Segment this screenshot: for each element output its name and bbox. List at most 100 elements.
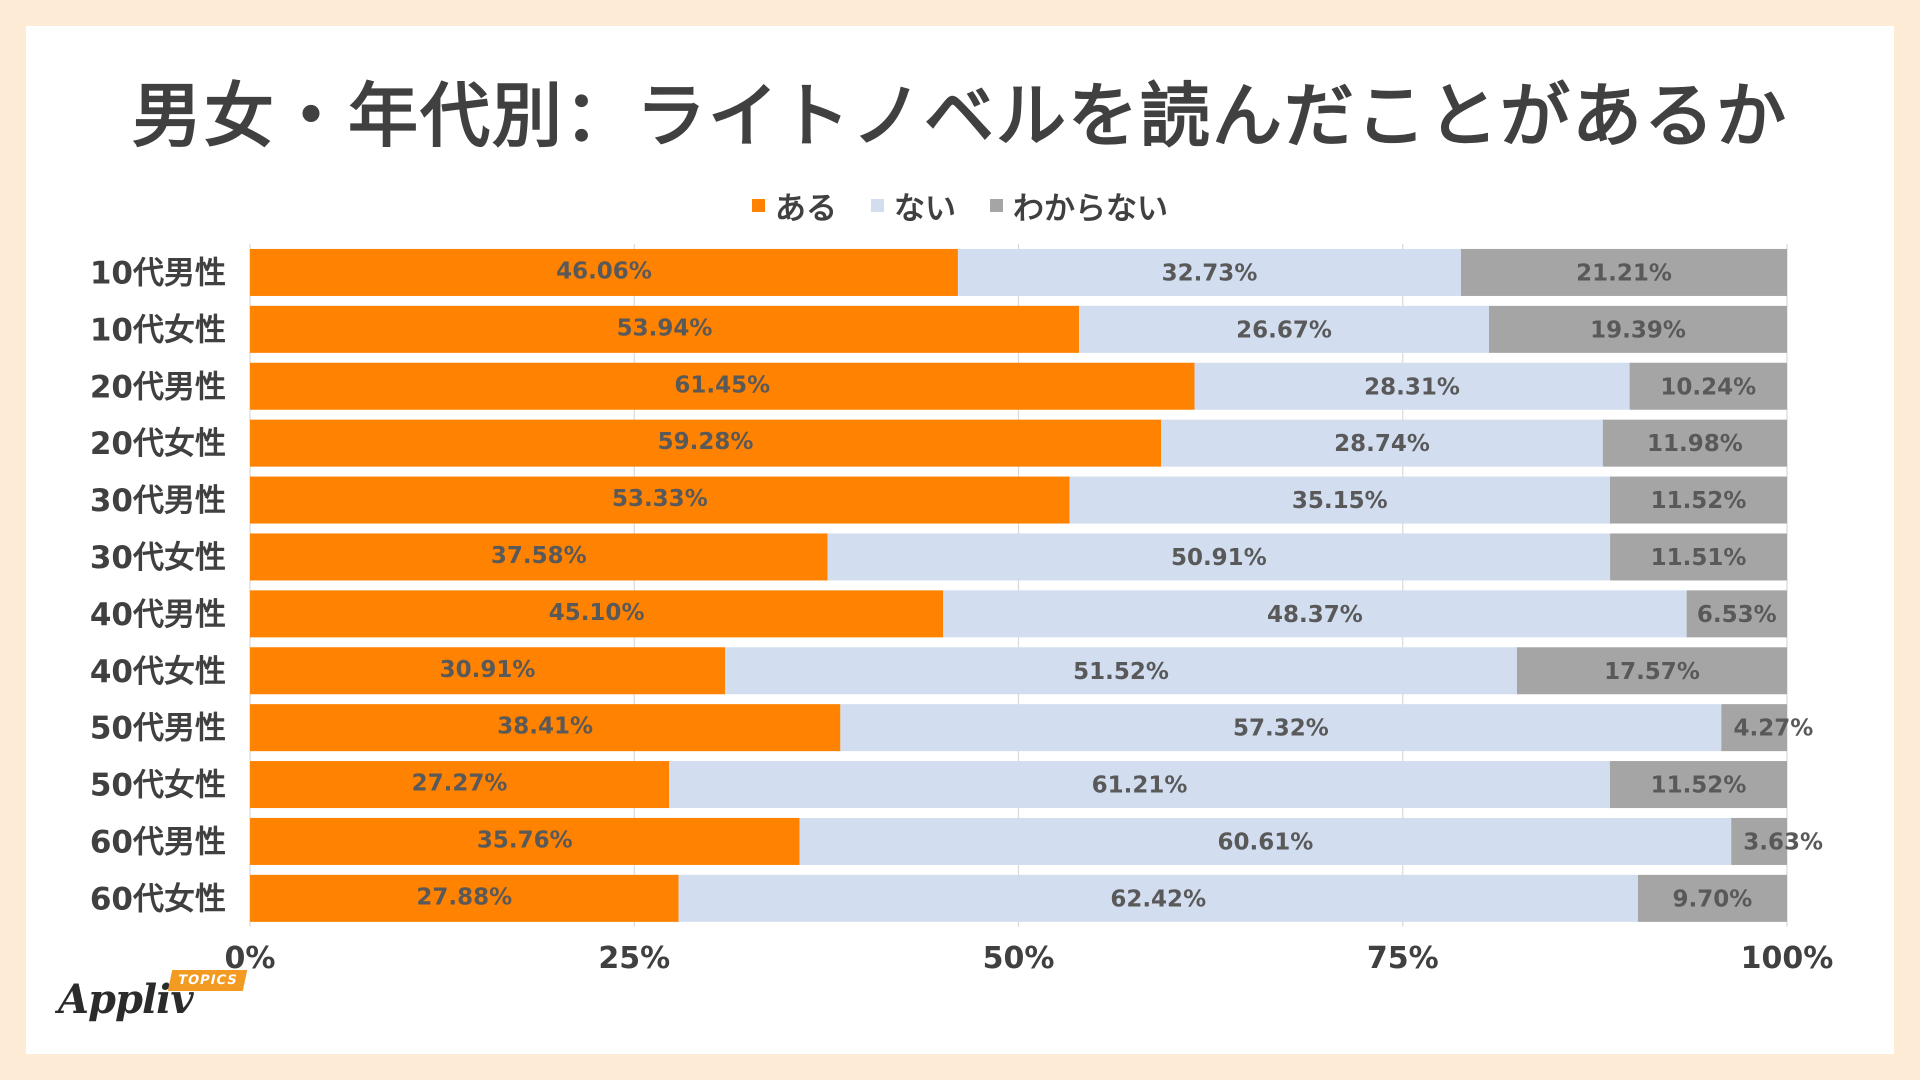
data-label: 10.24% <box>1660 374 1756 400</box>
x-tick-label: 100% <box>1741 941 1834 976</box>
data-label: 11.98% <box>1647 431 1743 457</box>
bar-ない-10代女性 <box>1079 305 1489 353</box>
bar-ない-40代男性 <box>943 590 1687 638</box>
bar-ある-50代男性 <box>250 704 841 752</box>
x-tick-label: 25% <box>598 941 670 976</box>
legend-label-nai: ない <box>894 191 956 227</box>
data-label: 61.21% <box>1092 773 1188 799</box>
data-label: 51.52% <box>1073 659 1169 685</box>
bar-ある-60代女性 <box>250 874 679 922</box>
data-label: 59.28% <box>658 429 754 455</box>
category-label: 40代女性 <box>90 654 226 690</box>
data-label: 53.94% <box>617 315 713 341</box>
category-label: 20代女性 <box>90 426 226 462</box>
data-label: 50.91% <box>1171 545 1267 571</box>
data-label: 28.74% <box>1334 431 1430 457</box>
category-label: 20代男性 <box>90 369 226 405</box>
data-label: 11.51% <box>1651 545 1747 571</box>
data-label: 26.67% <box>1236 317 1332 343</box>
data-label: 9.70% <box>1673 886 1753 912</box>
legend-item-nai: ない <box>871 183 956 228</box>
legend-item-wakaranai: わからない <box>990 183 1168 228</box>
bar-わからない-20代女性 <box>1602 419 1787 467</box>
bar-わからない-30代男性 <box>1609 476 1787 524</box>
category-label: 60代女性 <box>90 881 226 917</box>
data-label: 6.53% <box>1697 602 1777 628</box>
bars <box>250 248 1787 922</box>
data-label: 45.10% <box>549 600 645 626</box>
category-label: 30代男性 <box>90 483 226 519</box>
category-label: 10代男性 <box>90 255 226 291</box>
data-label: 3.63% <box>1743 829 1823 855</box>
bar-ない-60代男性 <box>799 817 1732 865</box>
legend-label-aru: ある <box>775 191 837 227</box>
bar-わからない-50代女性 <box>1609 761 1787 809</box>
bar-わからない-40代男性 <box>1686 590 1787 638</box>
bar-ある-30代女性 <box>250 533 828 581</box>
data-labels: 46.06% 32.73% 21.21% 53.94% 26.67% 19.39% 61.4… <box>412 258 1823 912</box>
data-label: 27.88% <box>416 884 512 910</box>
category-label: 50代女性 <box>90 768 226 804</box>
data-label: 11.52% <box>1651 488 1747 514</box>
data-label: 21.21% <box>1576 260 1672 286</box>
bar-わからない-60代男性 <box>1731 817 1787 865</box>
bar-ない-20代女性 <box>1161 419 1603 467</box>
logo-topics-tag: TOPICS <box>167 970 248 991</box>
bar-ある-30代男性 <box>250 476 1070 524</box>
category-label: 60代男性 <box>90 824 226 860</box>
gridlines <box>249 244 1788 927</box>
bar-ある-20代女性 <box>250 419 1162 467</box>
data-label: 19.39% <box>1590 317 1686 343</box>
legend-swatch-aru <box>752 199 765 212</box>
bar-ある-10代女性 <box>250 305 1080 353</box>
bar-ない-40代女性 <box>725 647 1517 695</box>
data-label: 11.52% <box>1651 773 1747 799</box>
data-label: 61.45% <box>674 372 770 398</box>
x-tick-label: 0% <box>225 941 276 976</box>
data-label: 48.37% <box>1267 602 1363 628</box>
legend-label-wakaranai: わからない <box>1013 191 1168 227</box>
bar-わからない-40代女性 <box>1516 647 1787 695</box>
legend-swatch-nai <box>871 199 884 212</box>
bar-ある-40代男性 <box>250 590 944 638</box>
bar-わからない-60代女性 <box>1637 874 1787 922</box>
category-label: 40代男性 <box>90 597 226 633</box>
data-label: 27.27% <box>412 771 508 797</box>
x-tick-label: 75% <box>1367 941 1439 976</box>
data-label: 28.31% <box>1364 374 1460 400</box>
data-label: 46.06% <box>556 258 652 284</box>
bar-ある-50代女性 <box>250 761 670 809</box>
category-label: 30代女性 <box>90 540 226 576</box>
data-label: 60.61% <box>1218 829 1314 855</box>
data-label: 57.32% <box>1233 716 1329 742</box>
bar-ない-30代女性 <box>827 533 1611 581</box>
bar-ない-20代男性 <box>1194 362 1630 410</box>
bar-ある-40代女性 <box>250 647 726 695</box>
x-tick-label: 50% <box>983 941 1055 976</box>
bar-わからない-50代男性 <box>1721 704 1787 752</box>
data-label: 17.57% <box>1604 659 1700 685</box>
bar-ある-10代男性 <box>250 248 958 296</box>
bar-ない-10代男性 <box>957 248 1462 296</box>
data-label: 62.42% <box>1110 886 1206 912</box>
bar-わからない-10代女性 <box>1488 305 1787 353</box>
data-label: 35.15% <box>1292 488 1388 514</box>
data-label: 4.27% <box>1733 716 1813 742</box>
axes: 0% 25% 50% 75% 100% 10代男性 10代女性 20代男性 20代女性 30代男性… <box>90 255 1833 975</box>
bar-ある-20代男性 <box>250 362 1195 410</box>
bar-ない-50代女性 <box>669 761 1610 809</box>
bar-ない-30代男性 <box>1069 476 1610 524</box>
data-label: 30.91% <box>440 657 536 683</box>
appliv-topics-logo: Appliv TOPICS <box>58 970 248 1032</box>
data-label: 32.73% <box>1162 260 1258 286</box>
chart-title: 男女・年代別：ライトノベルを読んだことがあるか <box>132 75 1788 157</box>
bar-ない-60代女性 <box>678 874 1638 922</box>
bar-わからない-10代男性 <box>1461 248 1787 296</box>
legend: ある ない わからない <box>0 183 1920 228</box>
legend-swatch-wakaranai <box>990 199 1003 212</box>
legend-item-aru: ある <box>752 183 837 228</box>
data-label: 37.58% <box>491 543 587 569</box>
data-label: 35.76% <box>477 827 573 853</box>
category-label: 10代女性 <box>90 312 226 348</box>
